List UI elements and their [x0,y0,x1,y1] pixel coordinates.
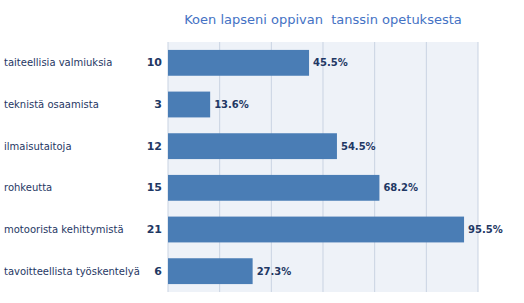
plot-background [168,42,478,292]
category-label: rohkeutta [4,182,52,193]
category-label: motoorista kehittymistä [4,224,124,235]
bar [168,50,309,76]
bar [168,92,210,118]
category-label: tavoitteellista työskentelyä [4,266,140,277]
bar [168,175,379,201]
count-label: 21 [147,223,162,236]
count-label: 6 [154,265,162,278]
data-label: 95.5% [468,224,503,235]
title: Koen lapseni oppivan tanssin opetuksesta [184,12,462,27]
data-label: 13.6% [214,99,249,110]
bar [168,133,337,159]
category-label: ilmaisutaitoja [4,141,72,152]
grid [168,42,478,292]
grid-line [478,42,479,292]
grid-line [323,42,324,292]
grid-line [271,42,272,292]
bars [168,50,464,284]
chart: Koen lapseni oppivan tanssin opetuksesta… [0,0,524,303]
count-label: 3 [154,98,162,111]
count-label: 15 [147,181,162,194]
grid-line [219,42,220,292]
count-label: 10 [147,56,163,69]
bar [168,258,253,284]
data-label: 54.5% [341,141,376,152]
labels: 45.5% 13.6% 54.5% 68.2% 95.5% 27.3% taiteellis… [4,56,503,277]
grid-line [168,42,169,292]
data-label: 45.5% [313,57,348,68]
grid-line [426,42,427,292]
grid-line [374,42,375,292]
category-label: teknistä osaamista [4,99,99,110]
bar [168,217,464,243]
count-label: 12 [147,140,162,153]
data-label: 27.3% [257,266,292,277]
category-label: taiteellisia valmiuksia [4,57,112,68]
data-label: 68.2% [383,182,418,193]
